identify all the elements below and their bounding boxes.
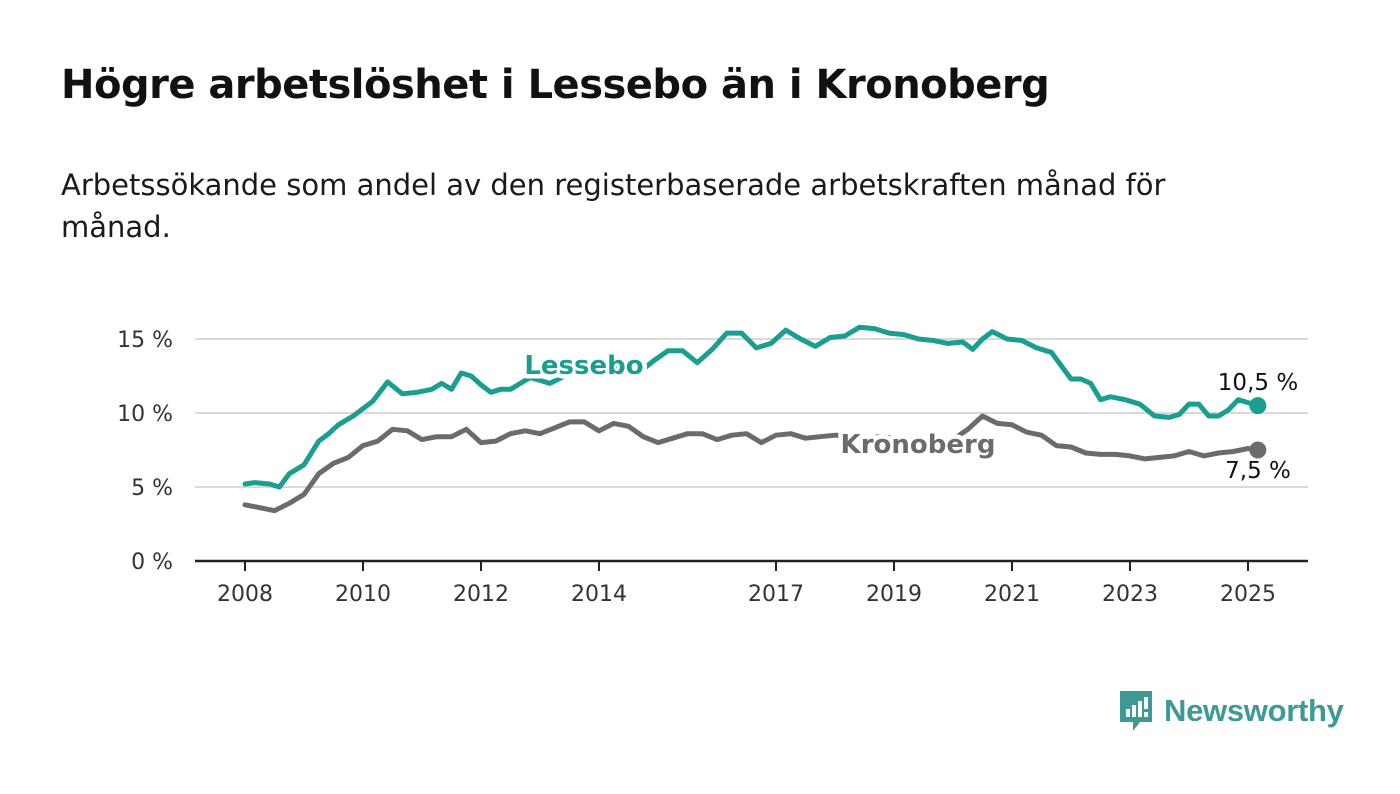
x-tick-label: 2010 <box>335 582 391 607</box>
chart-title: Högre arbetslöshet i Lessebo än i Kronob… <box>61 62 1050 108</box>
kronoberg-end-point <box>1249 441 1267 459</box>
x-tick-label: 2023 <box>1102 582 1158 607</box>
x-tick-label: 2014 <box>571 582 627 607</box>
kronoberg-end-label: 7,5 % <box>1225 458 1291 484</box>
lessebo-label: Lessebo <box>524 351 643 381</box>
lessebo-line <box>242 324 1261 490</box>
x-tick-label: 2021 <box>984 582 1040 607</box>
kronoberg-label: Kronoberg <box>841 430 996 460</box>
kronoberg-label-halo: Kronoberg <box>841 430 996 460</box>
x-tick-label: 2019 <box>866 582 922 607</box>
x-tick-label: 2008 <box>217 582 273 607</box>
brand-name: Newsworthy <box>1164 693 1344 728</box>
lessebo-end-point <box>1249 397 1267 415</box>
x-tick-label: 2025 <box>1220 582 1276 607</box>
y-tick-label: 10 % <box>117 402 173 427</box>
y-tick-label: 5 % <box>131 476 173 501</box>
kronoberg-line <box>242 413 1261 514</box>
lessebo-label-halo: Lessebo <box>524 351 643 381</box>
x-tick-label: 2017 <box>748 582 804 607</box>
lessebo-end-label: 10,5 % <box>1218 370 1298 396</box>
brand-logo: Newsworthy <box>1118 689 1344 733</box>
x-tick-label: 2012 <box>453 582 509 607</box>
chart-subtitle: Arbetssökande som andel av den registerb… <box>61 168 1166 244</box>
y-tick-label: 0 % <box>131 550 173 575</box>
newsworthy-logo-icon <box>1120 691 1152 731</box>
y-tick-label: 15 % <box>117 328 173 353</box>
